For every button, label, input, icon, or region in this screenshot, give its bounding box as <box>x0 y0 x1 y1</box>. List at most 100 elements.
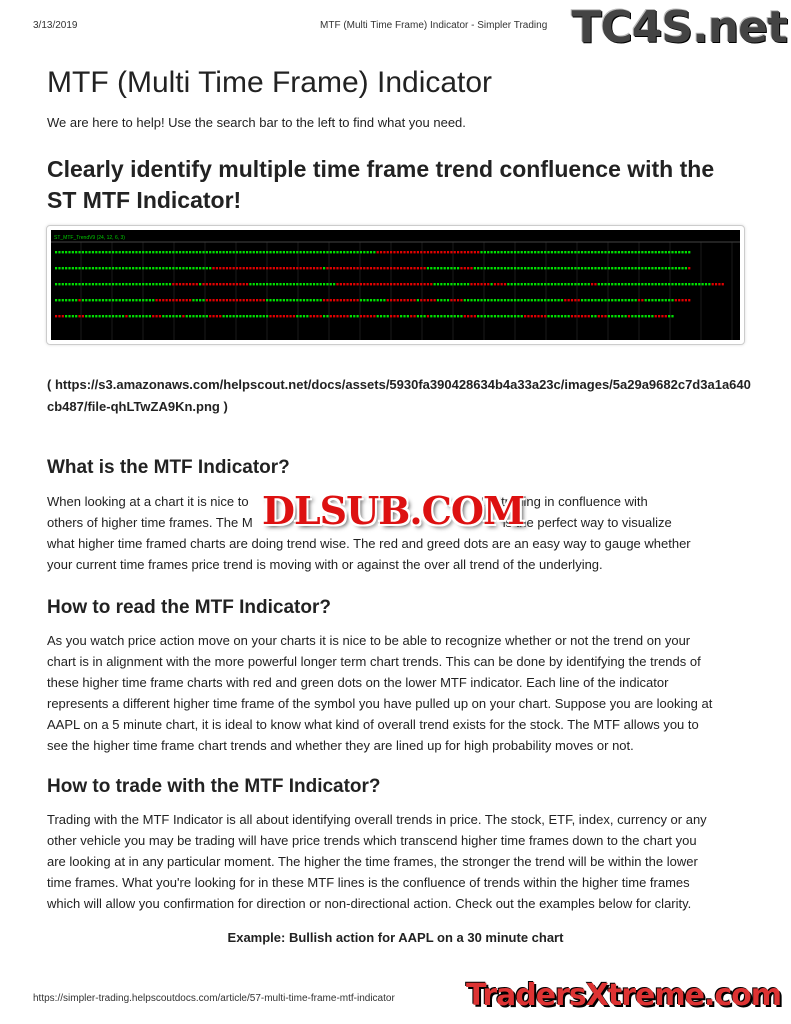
trend-dot-up <box>162 315 165 318</box>
trend-dot-up <box>544 299 547 302</box>
trend-dot-up <box>510 251 513 254</box>
trend-dot-down <box>222 299 225 302</box>
trend-dot-up <box>681 267 684 270</box>
trend-dot-up <box>205 267 208 270</box>
trend-dot-up <box>517 251 520 254</box>
trend-dot-up <box>544 283 547 286</box>
trend-dot-up <box>272 251 275 254</box>
trend-dot-up <box>175 267 178 270</box>
trend-dot-down <box>319 267 322 270</box>
trend-dot-up <box>554 251 557 254</box>
trend-dot-up <box>199 315 202 318</box>
trend-dot-up <box>503 251 507 254</box>
trend-dot-up <box>266 251 269 254</box>
trend-dot-down <box>714 283 718 286</box>
trend-dot-down <box>416 283 419 286</box>
trend-dot-up <box>661 299 664 302</box>
trend-dot-up <box>75 251 78 254</box>
trend-dot-down <box>570 315 574 318</box>
trend-dot-up <box>487 299 490 302</box>
trend-dot-up <box>329 251 332 254</box>
trend-dot-up <box>185 315 188 318</box>
trend-dot-down <box>272 315 275 318</box>
trend-dot-up <box>182 267 185 270</box>
trend-dot-up <box>554 315 557 318</box>
trend-dot-up <box>483 267 486 270</box>
trend-dot-up <box>135 267 138 270</box>
trend-dot-down <box>239 283 242 286</box>
trend-dot-up <box>580 283 584 286</box>
trend-dot-up <box>658 283 661 286</box>
trend-dot-up <box>604 299 607 302</box>
trend-dot-up <box>567 251 570 254</box>
trend-dot-up <box>333 283 336 286</box>
trend-dot-up <box>420 315 423 318</box>
trend-dot-down <box>359 315 363 318</box>
trend-dot-up <box>155 251 158 254</box>
trend-dot-up <box>611 315 614 318</box>
trend-dot-up <box>225 315 229 318</box>
trend-dot-up <box>661 267 664 270</box>
trend-dot-down <box>346 267 349 270</box>
trend-dot-up <box>369 251 373 254</box>
trend-dot-down <box>450 251 453 254</box>
trend-dot-up <box>681 283 684 286</box>
trend-dot-up <box>199 299 202 302</box>
trend-dot-up <box>65 267 68 270</box>
trend-dot-up <box>162 267 165 270</box>
trend-dot-up <box>440 267 443 270</box>
trend-dot-down <box>282 315 285 318</box>
trend-dot-down <box>400 251 403 254</box>
trend-dot-up <box>192 251 195 254</box>
trend-dot-up <box>323 283 326 286</box>
trend-dot-down <box>574 299 577 302</box>
trend-dot-down <box>467 251 470 254</box>
trend-dot-up <box>510 267 513 270</box>
trend-dot-down <box>574 315 577 318</box>
trend-dot-up <box>624 299 627 302</box>
trend-dot-down <box>349 267 352 270</box>
trend-dot-down <box>470 267 473 270</box>
trend-dot-down <box>363 315 366 318</box>
trend-dot-up <box>534 283 537 286</box>
trend-dot-down <box>403 267 406 270</box>
trend-dot-up <box>557 283 560 286</box>
trend-dot-up <box>369 299 373 302</box>
trend-dot-up <box>168 283 172 286</box>
trend-dot-up <box>302 315 306 318</box>
image-url-link[interactable]: ( https://s3.amazonaws.com/helpscout.net… <box>47 377 751 414</box>
trend-dot-up <box>594 251 597 254</box>
trend-dot-up <box>326 283 329 286</box>
trend-dot-up <box>138 267 141 270</box>
trend-dot-down <box>346 315 349 318</box>
trend-dot-up <box>366 299 369 302</box>
trend-dot-up <box>607 267 610 270</box>
trend-dot-up <box>490 299 493 302</box>
trend-dot-down <box>413 315 416 318</box>
trend-dot-down <box>537 315 540 318</box>
trend-dot-up <box>473 267 476 270</box>
trend-dot-up <box>513 283 517 286</box>
trend-dot-down <box>222 283 225 286</box>
trend-dot-up <box>245 315 249 318</box>
trend-dot-up <box>587 299 590 302</box>
trend-dot-down <box>718 283 721 286</box>
section-heading-what: What is the MTF Indicator? <box>47 457 290 478</box>
trend-dot-down <box>369 267 373 270</box>
trend-dot-down <box>343 267 346 270</box>
trend-dot-down <box>125 315 128 318</box>
trend-dot-up <box>282 299 285 302</box>
trend-dot-down <box>329 299 332 302</box>
trend-dot-up <box>587 283 590 286</box>
trend-dot-up <box>597 267 600 270</box>
trend-dot-down <box>189 299 192 302</box>
trend-dot-up <box>604 267 607 270</box>
trend-dot-up <box>493 315 497 318</box>
trend-dot-up <box>554 267 557 270</box>
trend-dot-up <box>574 283 577 286</box>
print-footer-url: https://simpler-trading.helpscoutdocs.co… <box>33 993 395 1004</box>
trend-dot-up <box>400 315 403 318</box>
trend-dot-up <box>222 315 225 318</box>
trend-dot-down <box>420 251 423 254</box>
trend-dot-up <box>403 315 406 318</box>
